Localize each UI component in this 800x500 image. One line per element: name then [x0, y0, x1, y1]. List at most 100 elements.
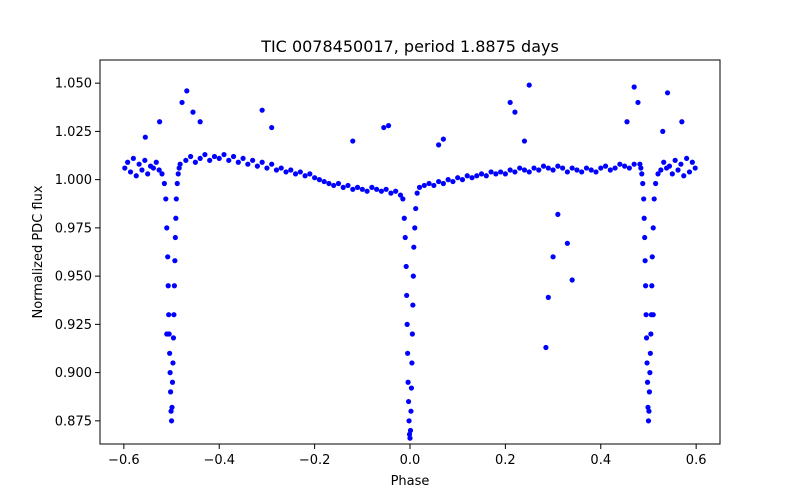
data-point: [156, 167, 162, 173]
chart-title: TIC 0078450017, period 1.8875 days: [260, 37, 559, 56]
data-point: [638, 165, 644, 171]
data-point: [645, 418, 652, 424]
data-point: [661, 159, 667, 165]
data-point: [436, 142, 442, 148]
data-point: [564, 169, 570, 175]
data-point: [410, 302, 416, 308]
data-point: [408, 408, 414, 414]
data-point: [641, 215, 647, 221]
data-point: [689, 159, 695, 165]
data-point: [221, 151, 227, 158]
data-point: [167, 350, 173, 356]
data-point: [660, 128, 666, 134]
data-point: [574, 167, 580, 173]
data-point: [216, 155, 222, 162]
data-point: [130, 155, 136, 162]
data-point: [602, 163, 609, 169]
data-point: [188, 153, 194, 160]
data-point: [167, 389, 174, 395]
data-point: [316, 177, 322, 183]
data-point: [410, 273, 416, 279]
data-point: [564, 240, 570, 246]
data-point: [354, 184, 361, 190]
data-point: [250, 157, 256, 163]
data-point: [536, 167, 542, 173]
data-point: [412, 225, 418, 231]
data-point: [166, 312, 172, 318]
data-point: [583, 165, 590, 171]
data-point: [157, 119, 163, 125]
data-point: [502, 171, 508, 177]
data-point: [159, 171, 165, 177]
data-point: [644, 360, 650, 366]
x-tick-label: 0.2: [495, 453, 516, 468]
y-tick-label: 0.900: [55, 366, 92, 381]
data-point: [172, 258, 178, 264]
data-point: [650, 225, 656, 231]
data-point: [686, 169, 693, 175]
data-point: [436, 178, 442, 185]
data-point: [521, 138, 528, 144]
data-point: [414, 190, 420, 196]
data-point: [197, 155, 203, 162]
data-point: [669, 171, 675, 177]
data-point: [483, 173, 489, 179]
data-point: [642, 234, 648, 241]
x-tick-label: −0.6: [108, 453, 140, 468]
data-point: [179, 99, 185, 106]
data-point: [331, 182, 337, 189]
y-tick-label: 1.050: [55, 77, 92, 92]
data-point: [631, 161, 637, 167]
data-point: [643, 312, 649, 318]
data-point: [170, 335, 177, 341]
data-point: [440, 136, 446, 142]
data-point: [283, 169, 289, 175]
x-axis-label: Phase: [391, 474, 430, 489]
data-point: [507, 167, 513, 173]
data-point: [326, 180, 332, 187]
data-point: [540, 163, 547, 169]
data-point: [269, 124, 275, 131]
data-point: [259, 159, 265, 165]
data-point: [647, 370, 653, 376]
data-point: [647, 350, 653, 356]
data-point: [321, 178, 327, 185]
data-point: [167, 370, 173, 376]
data-point: [488, 169, 494, 175]
data-point: [235, 159, 241, 165]
data-point: [408, 385, 415, 391]
data-point: [165, 254, 171, 260]
x-tick-label: 0.6: [686, 453, 707, 468]
data-point: [165, 283, 171, 289]
data-point: [464, 173, 470, 179]
data-point: [642, 258, 648, 264]
data-point: [125, 159, 131, 165]
data-point: [666, 163, 673, 169]
data-point: [405, 379, 411, 385]
data-point: [421, 182, 427, 189]
data-point: [555, 163, 561, 169]
data-point: [543, 344, 549, 351]
x-tick-label: 0.4: [590, 453, 611, 468]
data-point: [624, 119, 630, 125]
data-point: [658, 167, 664, 173]
data-point: [171, 312, 177, 318]
data-point: [640, 180, 646, 187]
data-point: [639, 171, 645, 177]
data-point: [675, 167, 681, 173]
data-point: [404, 292, 410, 299]
data-point: [512, 109, 518, 115]
data-point: [374, 186, 380, 192]
data-point: [526, 169, 532, 175]
data-point: [226, 157, 232, 163]
data-point: [474, 173, 480, 179]
data-point: [521, 167, 528, 173]
data-point: [312, 175, 318, 181]
data-point: [531, 165, 537, 171]
data-point: [211, 153, 218, 160]
data-point: [245, 161, 251, 167]
data-point: [407, 427, 414, 434]
data-point: [197, 119, 203, 125]
data-point: [335, 180, 342, 187]
data-point: [598, 165, 604, 171]
